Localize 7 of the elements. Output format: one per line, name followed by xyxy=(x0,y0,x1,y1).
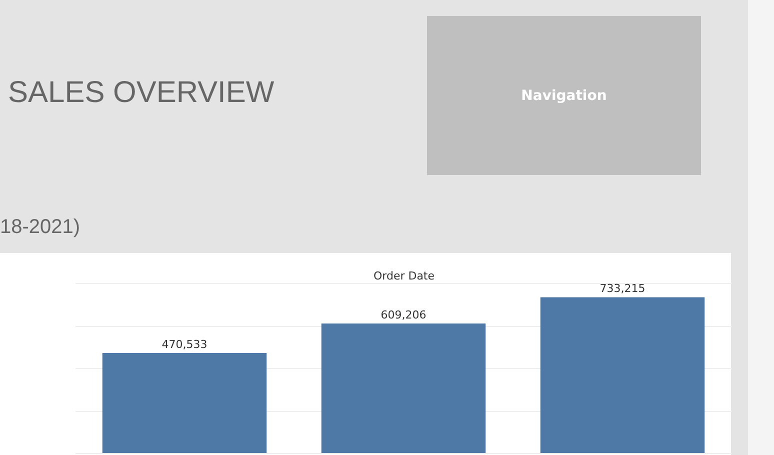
chart-subtitle: 18-2021) xyxy=(0,216,80,239)
chart-title: SALES OVERVIEW xyxy=(8,76,274,110)
x-axis-title: Order Date xyxy=(373,270,435,282)
data-label: 733,215 xyxy=(600,282,646,296)
data-label: 470,533 xyxy=(162,338,208,352)
navigation-button: Navigation xyxy=(427,16,701,175)
data-label: 609,206 xyxy=(380,308,426,322)
